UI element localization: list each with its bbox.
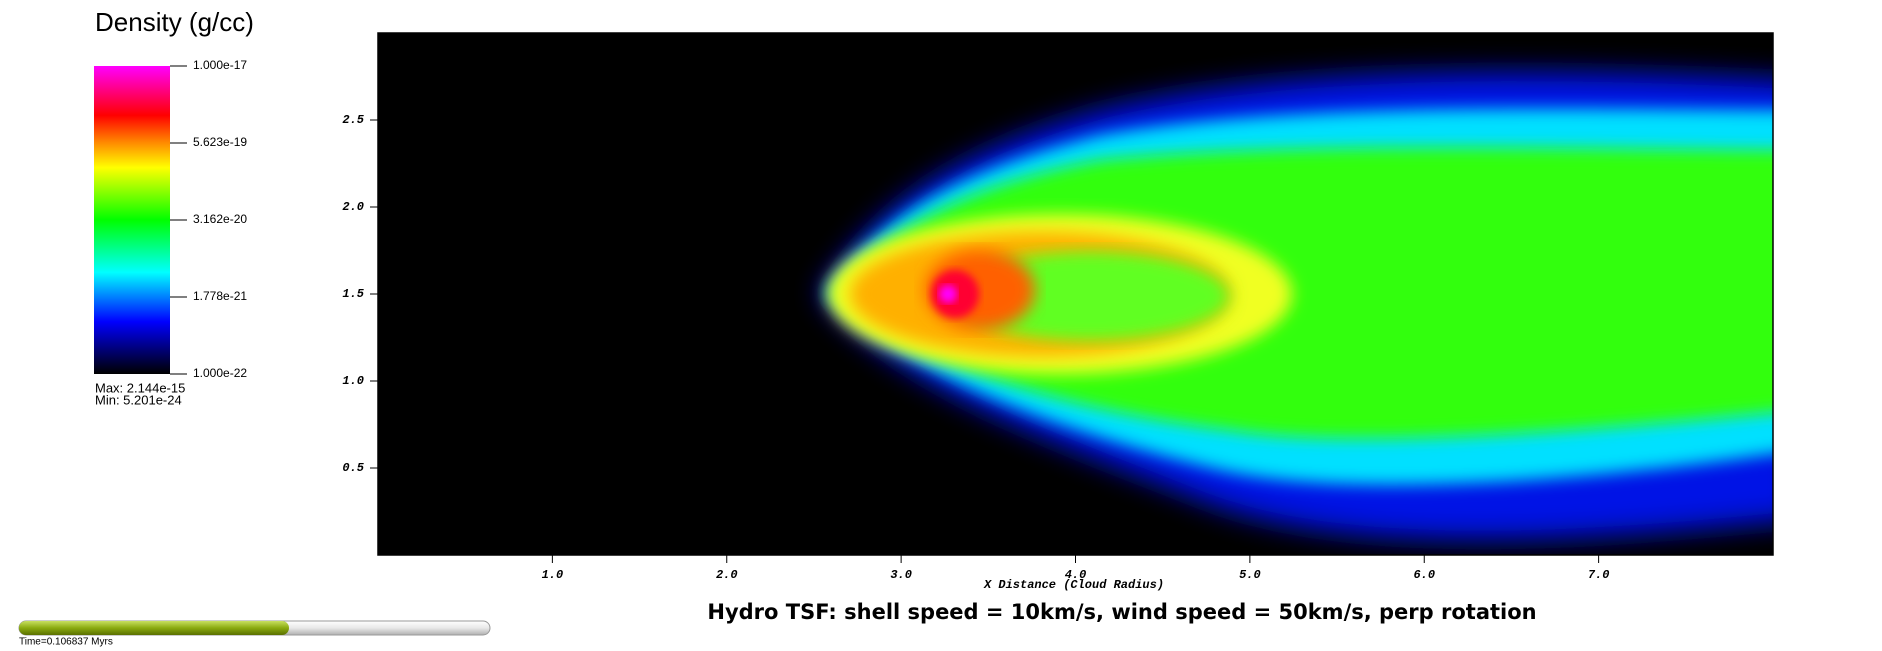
y-tick-label: 0.5 [342, 461, 364, 475]
x-tick-label: 7.0 [1588, 568, 1610, 582]
colorbar-tick-label: 1.000e-22 [193, 366, 247, 380]
time-slider-progress [19, 621, 289, 635]
x-tick-label: 3.0 [890, 568, 912, 582]
y-tick-label: 2.5 [342, 113, 364, 127]
colorbar-tick-label: 3.162e-20 [193, 212, 247, 226]
colorbar [94, 66, 170, 374]
max-label: Max: 2.144e-15 [95, 380, 185, 395]
y-tick-label: 1.0 [342, 374, 364, 388]
colorbar-tick-label: 1.000e-17 [193, 58, 247, 72]
time-label: Time=0.106837 Myrs [19, 637, 113, 648]
x-axis-label: X Distance (Cloud Radius) [983, 578, 1164, 592]
x-tick-label: 2.0 [716, 568, 738, 582]
density-field [378, 33, 1773, 555]
y-tick-label: 1.5 [342, 287, 364, 301]
x-tick-label: 1.0 [542, 568, 564, 582]
x-tick-label: 4.0 [1065, 568, 1087, 582]
x-tick-label: 6.0 [1413, 568, 1435, 582]
colorbar-tick-label: 1.778e-21 [193, 289, 247, 303]
colorbar-tick-label: 5.623e-19 [193, 135, 247, 149]
y-tick-label: 2.0 [342, 200, 364, 214]
plot-title: Hydro TSF: shell speed = 10km/s, wind sp… [707, 600, 1536, 624]
min-label: Min: 5.201e-24 [95, 392, 182, 407]
x-tick-label: 5.0 [1239, 568, 1261, 582]
colorbar-title: Density (g/cc) [95, 7, 254, 37]
